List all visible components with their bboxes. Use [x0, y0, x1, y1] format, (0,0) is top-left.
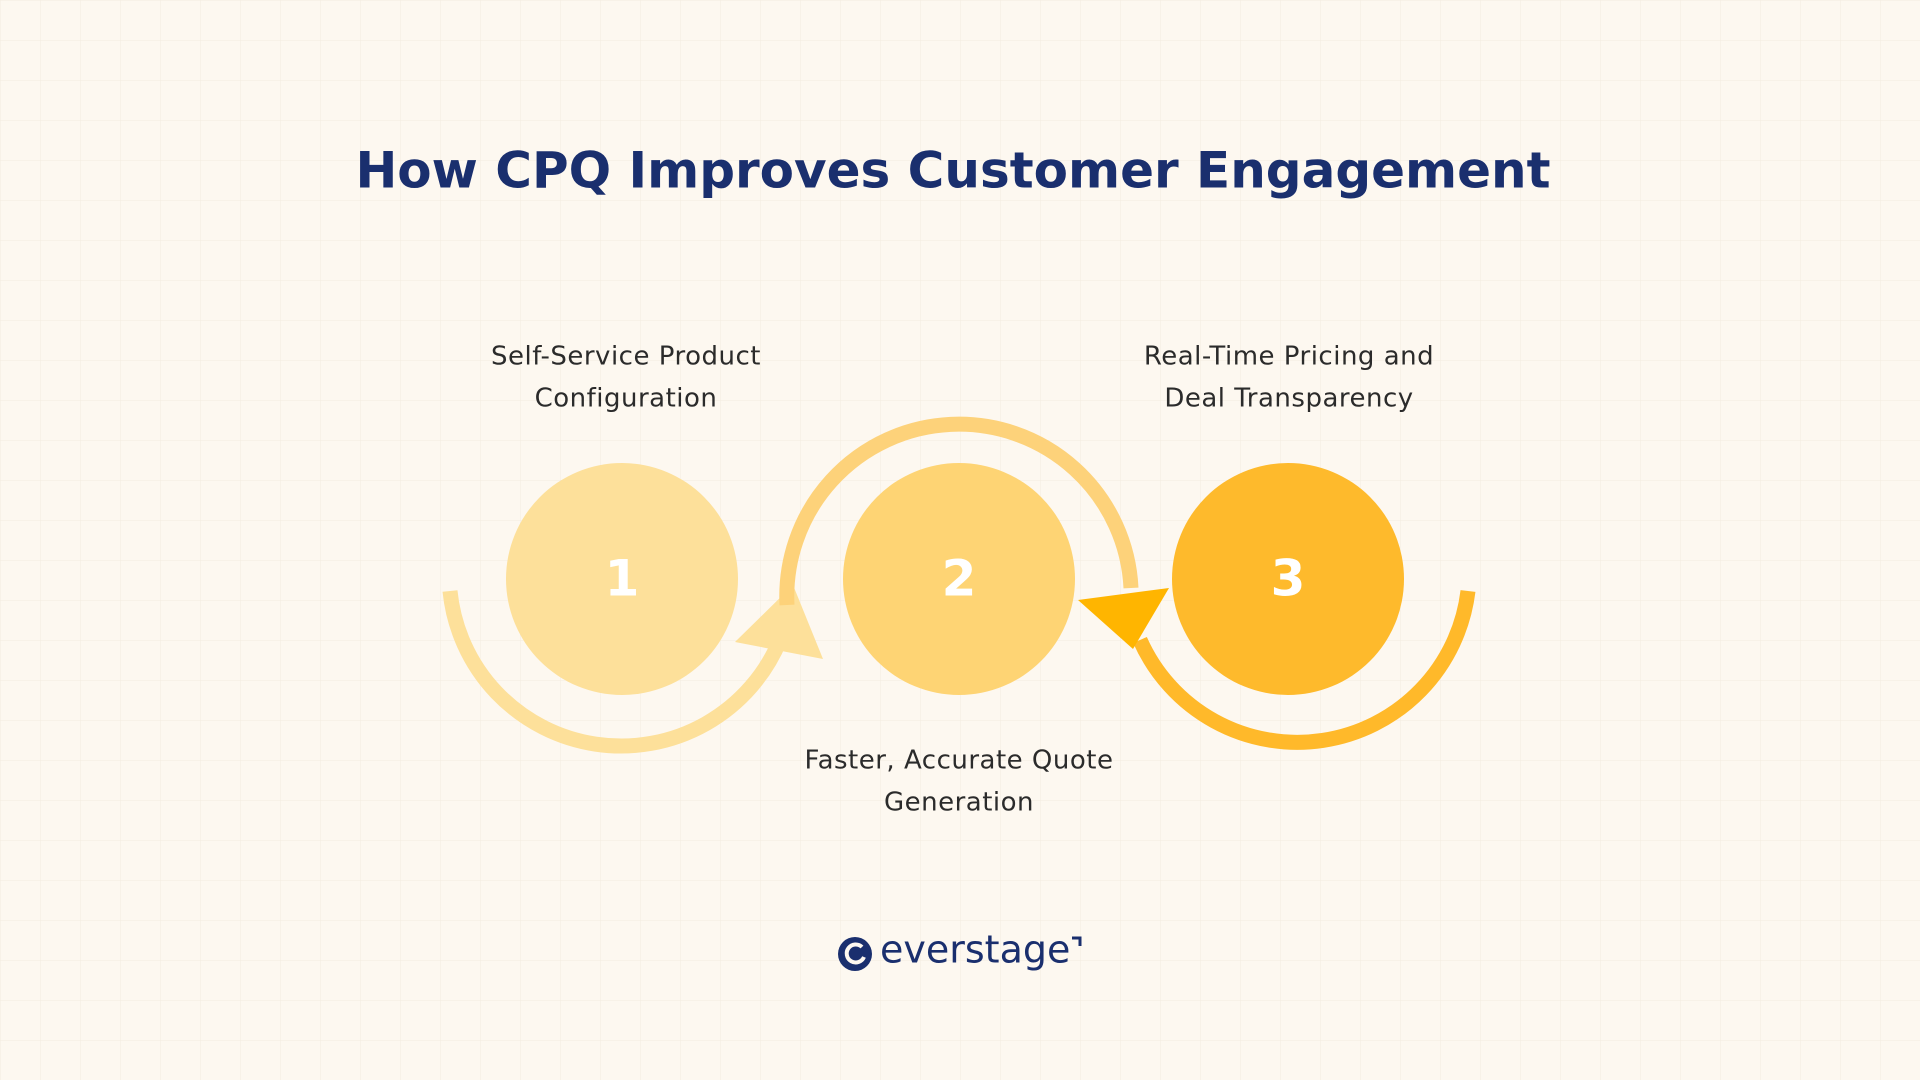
step-number: 1: [605, 550, 640, 608]
step-label: Self-Service Product: [491, 342, 761, 372]
step-number: 3: [1271, 550, 1306, 608]
step-circle: [1172, 463, 1404, 695]
arrow-3: [1078, 588, 1169, 649]
step-label: Generation: [884, 788, 1034, 818]
logo-icon: [838, 937, 872, 971]
step-label: Configuration: [535, 384, 718, 414]
arrow-1: [735, 585, 823, 659]
step-circle: [506, 463, 738, 695]
title: How CPQ Improves Customer Engagement: [355, 142, 1550, 200]
step-label: Faster, Accurate Quote: [805, 746, 1114, 776]
logo-icon-mark: [844, 942, 866, 965]
logo-accent: [1072, 936, 1082, 946]
step-label: Deal Transparency: [1164, 384, 1413, 414]
logo-text: everstage: [880, 928, 1070, 972]
step-label: Real-Time Pricing and: [1144, 342, 1434, 372]
step-circle: [843, 463, 1075, 695]
arc-2: [779, 416, 1139, 606]
arc-1: [442, 590, 787, 754]
arc-3: [1133, 590, 1476, 750]
step-number: 2: [942, 550, 977, 608]
